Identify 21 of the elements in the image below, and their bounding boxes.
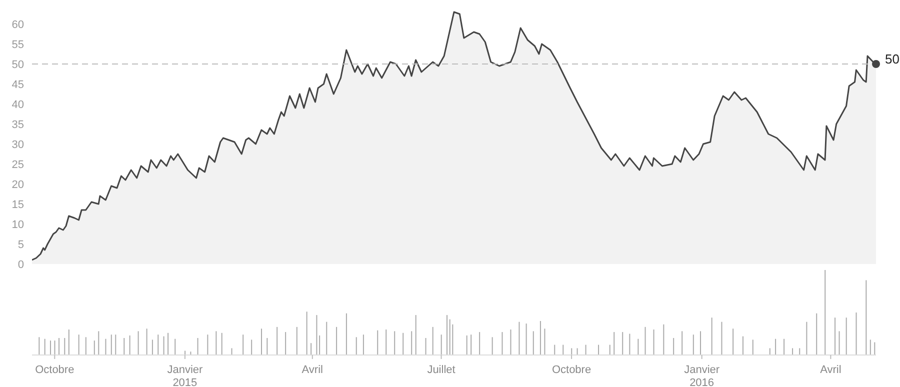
y-tick-label: 30	[12, 138, 24, 151]
y-tick-label: 25	[12, 158, 24, 171]
y-tick-label: 55	[12, 38, 24, 51]
y-tick-label: 15	[12, 198, 24, 211]
x-tick-label: Avril	[302, 364, 323, 376]
y-tick-label: 10	[12, 218, 24, 231]
y-tick-label: 60	[12, 18, 24, 31]
y-tick-label: 35	[12, 118, 24, 131]
annotation: 50	[885, 52, 900, 67]
x-tick-label: Octobre	[35, 364, 74, 376]
y-tick-label: 5	[18, 238, 24, 251]
x-tick-label: Janvier 2015	[167, 364, 203, 387]
x-tick-label: Janvier 2016	[684, 364, 720, 387]
x-tick-label: Avril	[820, 364, 842, 376]
y-tick-label: 0	[18, 258, 24, 271]
y-tick-label: 45	[12, 78, 24, 91]
y-tick-label: 50	[12, 58, 24, 71]
y-tick-label: 40	[12, 98, 24, 111]
x-tick-label: Octobre	[552, 364, 592, 376]
x-tick-label: Juillet	[427, 364, 456, 376]
y-tick-label: 20	[12, 178, 24, 191]
